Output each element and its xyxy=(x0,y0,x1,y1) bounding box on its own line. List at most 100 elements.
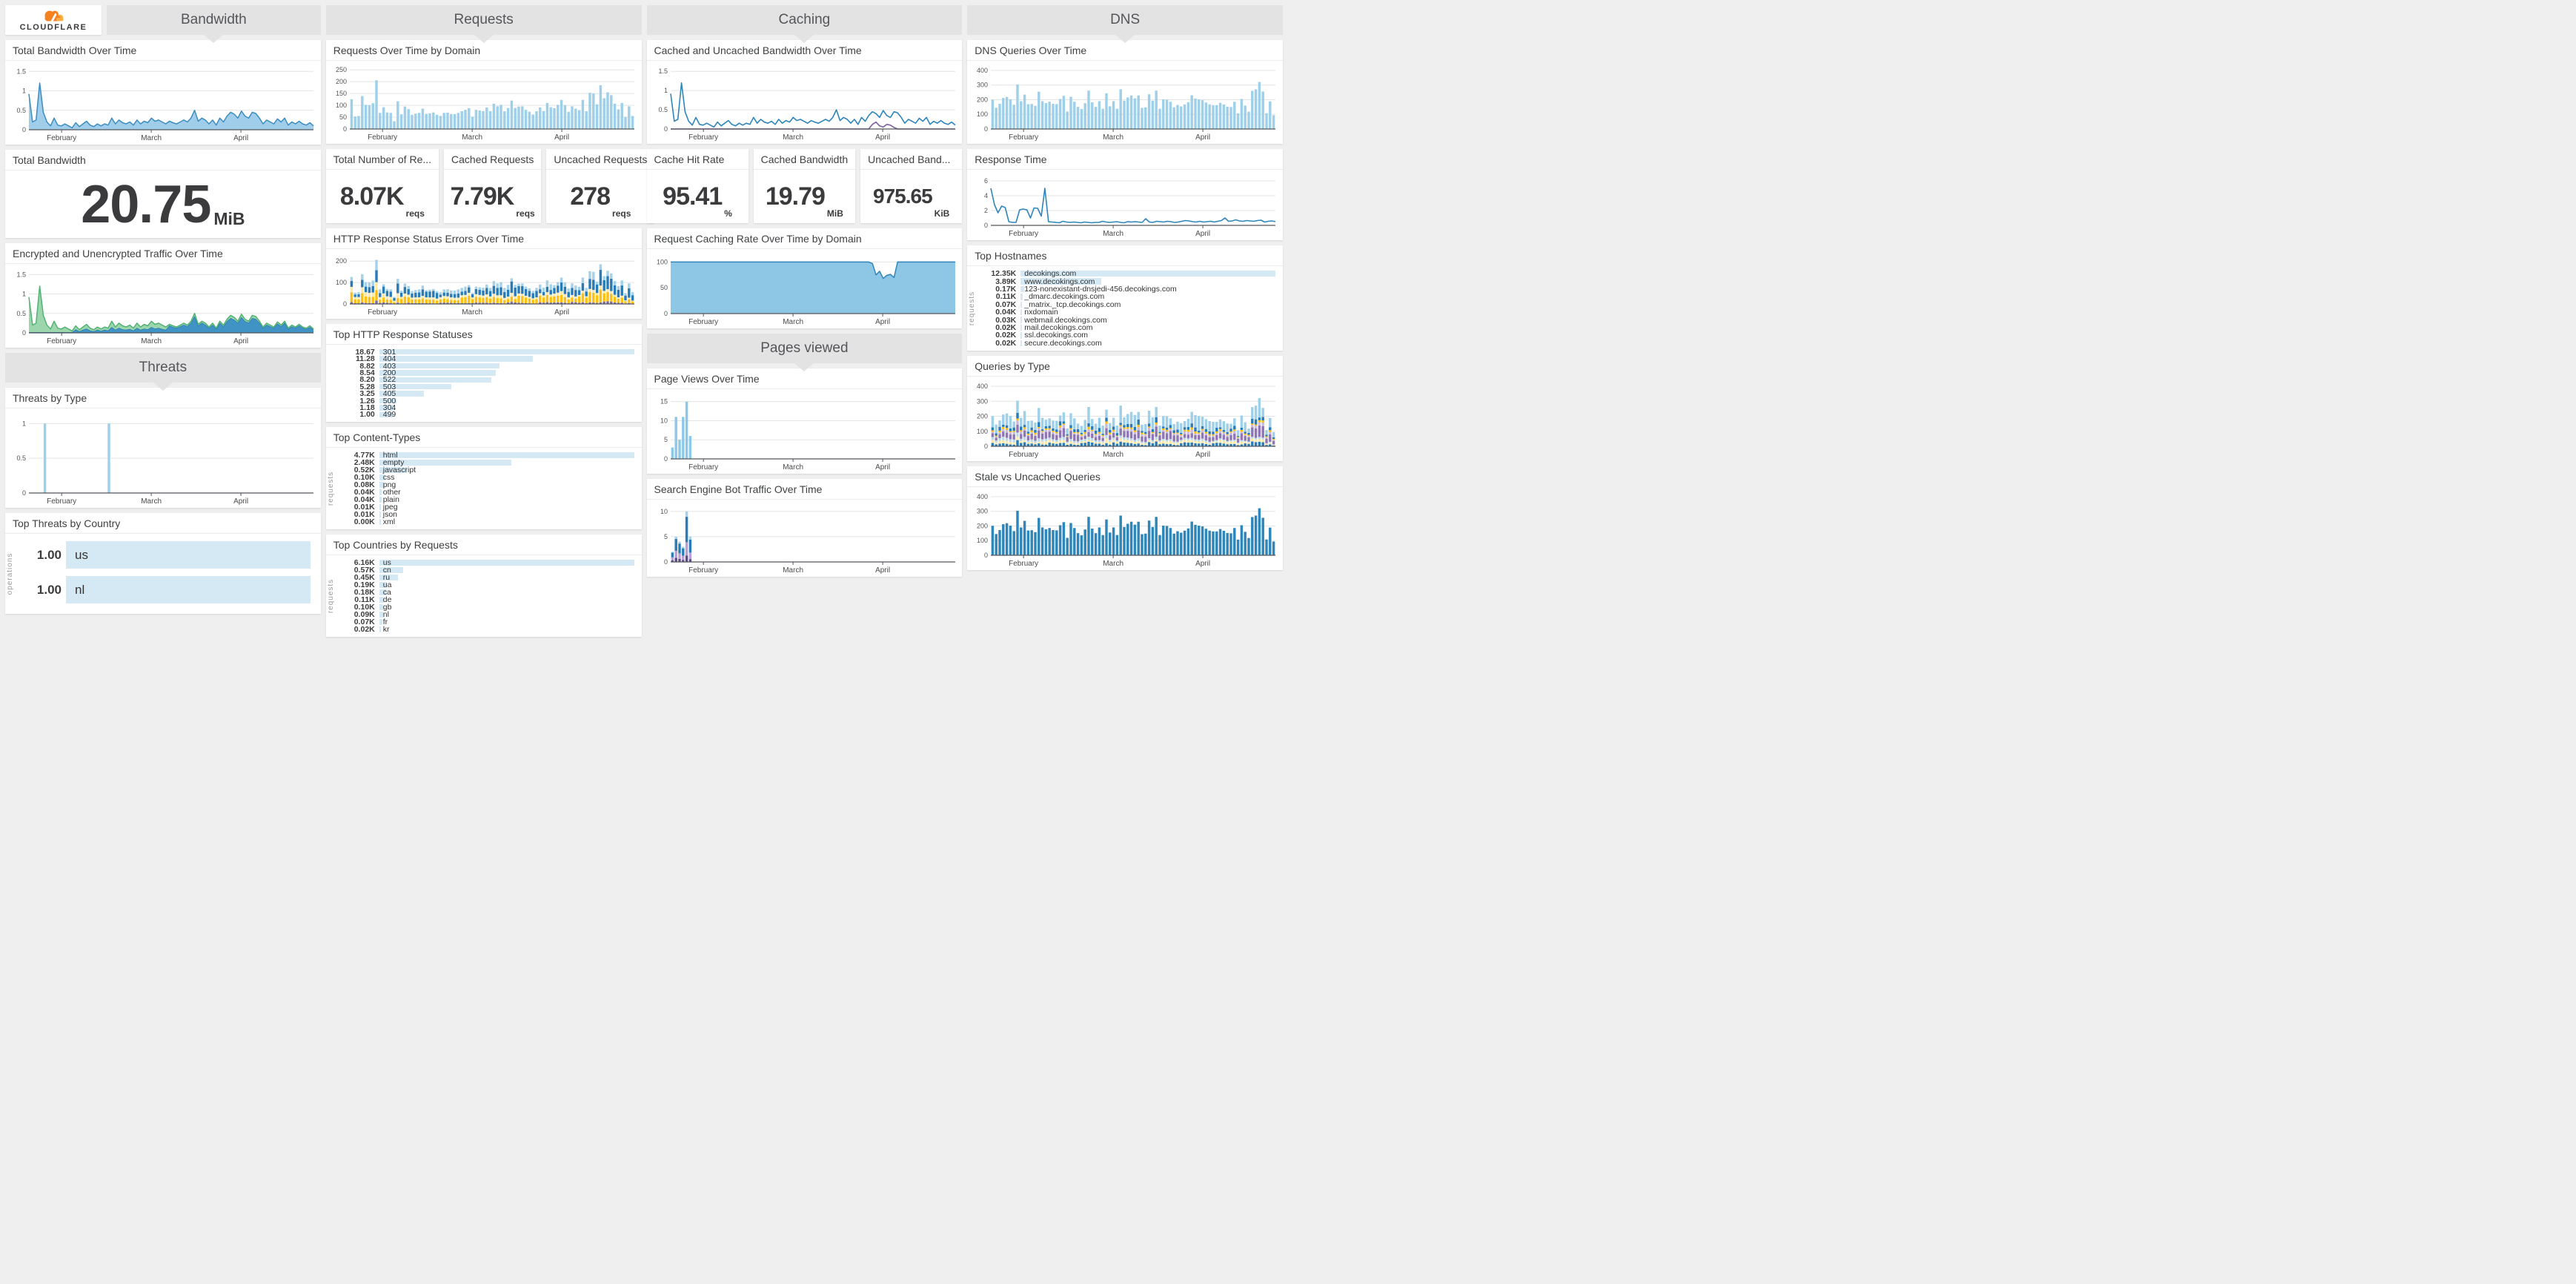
caching-rate-chart[interactable]: 0 50 100 February March April xyxy=(648,251,960,327)
list-item[interactable]: 18.67 301 xyxy=(345,348,634,357)
item-value: 8.20 xyxy=(359,375,375,385)
list-item[interactable]: 0.19K ua xyxy=(345,580,634,589)
svg-text:0: 0 xyxy=(663,455,667,463)
list-item[interactable]: 0.04K other xyxy=(345,488,634,497)
threats-by-type-chart[interactable]: 0 0.5 1 February March April xyxy=(7,410,318,506)
response-time-chart[interactable]: 0 2 4 6 February March April xyxy=(969,171,1280,239)
list-item[interactable]: 0.11K _dmarc.decokings.com xyxy=(986,292,1275,302)
bot-traffic-chart[interactable]: 0 5 10 February March April xyxy=(648,501,960,575)
list-item[interactable]: 1.18 304 xyxy=(345,403,634,412)
item-bar-area: plain xyxy=(379,495,634,504)
list-item[interactable]: 0.45K ru xyxy=(345,573,634,582)
list-item[interactable]: 0.10K gb xyxy=(345,603,634,612)
panel-top-content-types: Top Content-Types requests 4.77K html 2.48… xyxy=(325,427,642,529)
list-item[interactable]: 0.04K plain xyxy=(345,495,634,504)
total-bandwidth-over-time-chart[interactable]: 0 0.5 1 1.5 February March April xyxy=(7,62,318,143)
item-value: 1.00 xyxy=(36,547,62,562)
cloudflare-logo[interactable]: CLOUDFLARE xyxy=(5,5,102,35)
y-axis-label: operations xyxy=(6,552,14,595)
list-item[interactable]: 1.26 500 xyxy=(345,397,634,406)
item-value: 0.08K xyxy=(353,480,375,489)
list-item[interactable]: 0.11K de xyxy=(345,595,634,604)
item-value: 11.28 xyxy=(356,354,375,364)
item-label: plain xyxy=(382,495,399,504)
item-bar xyxy=(379,384,451,390)
item-bar xyxy=(1020,324,1023,331)
list-item[interactable]: 0.07K fr xyxy=(345,618,634,626)
item-value: 0.02K xyxy=(353,625,375,634)
list-item[interactable]: 0.57K cn xyxy=(345,566,634,575)
list-item[interactable]: 0.01K jpeg xyxy=(345,503,634,512)
y-axis-label: requests xyxy=(326,578,335,614)
list-item[interactable]: 0.10K css xyxy=(345,473,634,482)
item-value: 1.00 xyxy=(359,410,375,420)
list-item[interactable]: 8.82 403 xyxy=(345,362,634,371)
panel-queries-by-type: Queries by Type 0 100 200 300 400 February Mar… xyxy=(967,356,1283,461)
list-item[interactable]: 8.54 200 xyxy=(345,368,634,377)
card-title: Top Countries by Requests xyxy=(325,535,642,555)
item-bar xyxy=(379,504,381,510)
item-value: 0.09K xyxy=(353,610,375,619)
stat-unit: reqs xyxy=(612,208,631,219)
list-item[interactable]: 0.17K 123-nonexistant-dnsjedi-456.decokin… xyxy=(986,285,1275,294)
item-bar xyxy=(379,349,634,355)
cached-requests-stat: 7.79K reqs xyxy=(444,170,541,223)
list-item[interactable]: 0.08K png xyxy=(345,480,634,489)
list-item[interactable]: 0.00K xml xyxy=(345,517,634,526)
caching-column: Caching Cached and Uncached Bandwidth Ov… xyxy=(646,5,963,637)
list-item[interactable]: 3.25 405 xyxy=(345,389,634,398)
http-errors-chart[interactable]: 0 100 200 February March April xyxy=(328,251,639,317)
stat-value: 975.65 xyxy=(873,185,933,208)
cache-hit-rate-stat: 95.41 % xyxy=(647,170,748,223)
list-item[interactable]: 0.04K nxdomain xyxy=(986,308,1275,317)
item-bar xyxy=(379,619,382,625)
requests-over-time-chart[interactable]: 0 50 100 150 200 250 February March April xyxy=(328,62,639,142)
queries-by-type-chart[interactable]: 0 100 200 300 400 February March April xyxy=(969,378,1280,460)
list-item[interactable]: 0.01K json xyxy=(345,510,634,519)
section-title: Pages viewed xyxy=(760,340,849,356)
list-item[interactable]: 0.02K kr xyxy=(345,625,634,634)
list-item[interactable]: 5.28 503 xyxy=(345,383,634,391)
svg-text:400: 400 xyxy=(977,383,988,390)
list-item[interactable]: 12.35K decokings.com xyxy=(986,269,1275,278)
list-item[interactable]: 1.00 nl xyxy=(27,576,311,603)
item-bar xyxy=(379,452,634,458)
list-item[interactable]: 0.02K mail.decokings.com xyxy=(986,323,1275,332)
svg-text:March: March xyxy=(783,566,803,575)
section-header-requests: Requests xyxy=(325,5,642,43)
stat-unit: MiB xyxy=(826,208,843,219)
item-bar xyxy=(379,411,394,418)
stat-value: 95.41 xyxy=(663,182,723,211)
list-item[interactable]: 6.16K us xyxy=(345,558,634,567)
item-label: ru xyxy=(382,573,391,582)
item-label: _dmarc.decokings.com xyxy=(1024,292,1105,302)
svg-text:1.5: 1.5 xyxy=(16,271,26,278)
list-item[interactable]: 0.02K ssl.decokings.com xyxy=(986,331,1275,340)
encrypted-traffic-chart[interactable]: 0 0.5 1 1.5 February March April xyxy=(7,265,318,346)
card-title: Top Hostnames xyxy=(967,245,1283,266)
list-item[interactable]: 3.89K www.decokings.com xyxy=(986,277,1275,286)
list-item[interactable]: 1.00 us xyxy=(27,541,311,569)
svg-text:February: February xyxy=(368,133,397,142)
list-item[interactable]: 0.09K nl xyxy=(345,610,634,619)
list-item[interactable]: 0.18K ca xyxy=(345,588,634,597)
item-value: 2.48K xyxy=(353,458,375,467)
page-views-chart[interactable]: 0 5 10 15 February March April xyxy=(648,391,960,472)
svg-text:100: 100 xyxy=(656,258,667,265)
list-item[interactable]: 0.03K webmail.decokings.com xyxy=(986,316,1275,325)
list-item[interactable]: 4.77K html xyxy=(345,451,634,460)
item-value: 0.01K xyxy=(353,503,375,512)
list-item[interactable]: 0.07K _matrix._tcp.decokings.com xyxy=(986,300,1275,309)
list-item[interactable]: 1.00 499 xyxy=(345,410,634,420)
list-item[interactable]: 0.02K secure.decokings.com xyxy=(986,339,1275,348)
stale-uncached-chart[interactable]: 0 100 200 300 400 February March April xyxy=(969,489,1280,569)
list-item[interactable]: 2.48K empty xyxy=(345,458,634,467)
list-item[interactable]: 11.28 404 xyxy=(345,354,634,364)
dns-queries-chart[interactable]: 0 100 200 300 400 February March April xyxy=(969,62,1280,142)
list-item[interactable]: 8.20 522 xyxy=(345,375,634,385)
cached-uncached-bandwidth-chart[interactable]: 0 0.5 1 1.5 February March April xyxy=(648,62,960,142)
item-bar xyxy=(379,567,403,573)
list-item[interactable]: 0.52K javascript xyxy=(345,466,634,474)
item-bar xyxy=(1020,278,1101,285)
item-bar-area: nxdomain xyxy=(1020,308,1275,317)
